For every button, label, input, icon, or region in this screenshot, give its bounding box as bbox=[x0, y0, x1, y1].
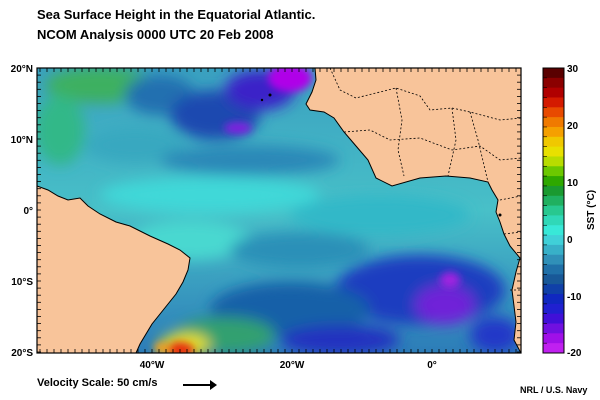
colorbar-segment bbox=[543, 284, 564, 295]
map-frame bbox=[36, 67, 522, 354]
velocity-scale-arrow bbox=[183, 380, 217, 390]
map-title-line2: NCOM Analysis 0000 UTC 20 Feb 2008 bbox=[37, 27, 274, 42]
colorbar-segment bbox=[543, 107, 564, 118]
colorbar-segment bbox=[543, 294, 564, 305]
lat-label: 10°N bbox=[11, 135, 33, 146]
colorbar-segment bbox=[543, 225, 564, 236]
colorbar-segment bbox=[543, 185, 564, 197]
colorbar-segment bbox=[543, 97, 564, 108]
colorbar-segment bbox=[543, 176, 564, 187]
colorbar-segment bbox=[543, 254, 564, 266]
colorbar-segment bbox=[543, 274, 564, 285]
colorbar-segment bbox=[543, 146, 564, 157]
lon-label: 40°W bbox=[140, 360, 165, 371]
lat-label: 10°S bbox=[11, 277, 33, 288]
colorbar-segment bbox=[543, 313, 564, 325]
land-south-america bbox=[37, 185, 191, 353]
country-borders bbox=[329, 68, 521, 291]
colorbar-tick-label: 10 bbox=[567, 178, 579, 189]
colorbar-tick-label: 30 bbox=[567, 64, 579, 75]
colorbar-tick-label: -10 bbox=[567, 292, 582, 303]
colorbar-segment bbox=[543, 205, 564, 216]
colorbar-segment bbox=[543, 195, 564, 207]
frame-ticks bbox=[37, 67, 521, 353]
colorbar-title: SST (°C) bbox=[586, 190, 597, 230]
colorbar-segment bbox=[543, 136, 564, 148]
colorbar-segment bbox=[543, 215, 564, 226]
colorbar-segment bbox=[543, 77, 564, 89]
colorbar-segment bbox=[543, 117, 564, 128]
lon-label: 20°W bbox=[280, 360, 305, 371]
lat-label: 0° bbox=[23, 206, 33, 217]
colorbar-segment bbox=[543, 166, 564, 177]
island bbox=[268, 93, 272, 97]
colorbar-tick-label: -20 bbox=[567, 348, 582, 359]
colorbar-segment bbox=[543, 323, 564, 334]
lat-label: 20°N bbox=[11, 64, 33, 75]
colorbar-segment bbox=[543, 303, 564, 315]
island bbox=[260, 98, 264, 102]
map-title-line1: Sea Surface Height in the Equatorial Atl… bbox=[37, 7, 316, 22]
colorbar-segment bbox=[543, 235, 564, 246]
island bbox=[498, 213, 502, 217]
colorbar-segment bbox=[543, 343, 564, 354]
colorbar-segment bbox=[543, 333, 564, 344]
colorbar-tick-label: 20 bbox=[567, 121, 579, 132]
colorbar-frame bbox=[542, 67, 565, 354]
colorbar-segment bbox=[543, 87, 564, 98]
map-area bbox=[37, 68, 521, 353]
colorbar-segment bbox=[543, 264, 564, 275]
colorbar-segment bbox=[543, 126, 564, 138]
velocity-scale-label: Velocity Scale: 50 cm/s bbox=[37, 377, 158, 389]
colorbar-tick-label: 0 bbox=[567, 235, 573, 246]
colorbar-segment bbox=[543, 156, 564, 167]
credit-label: NRL / U.S. Navy bbox=[520, 385, 588, 395]
colorbar-segment bbox=[543, 68, 564, 79]
lat-label: 20°S bbox=[11, 348, 33, 359]
colorbar bbox=[543, 67, 564, 354]
lon-label: 0° bbox=[427, 360, 437, 371]
colorbar-segment bbox=[543, 244, 564, 256]
